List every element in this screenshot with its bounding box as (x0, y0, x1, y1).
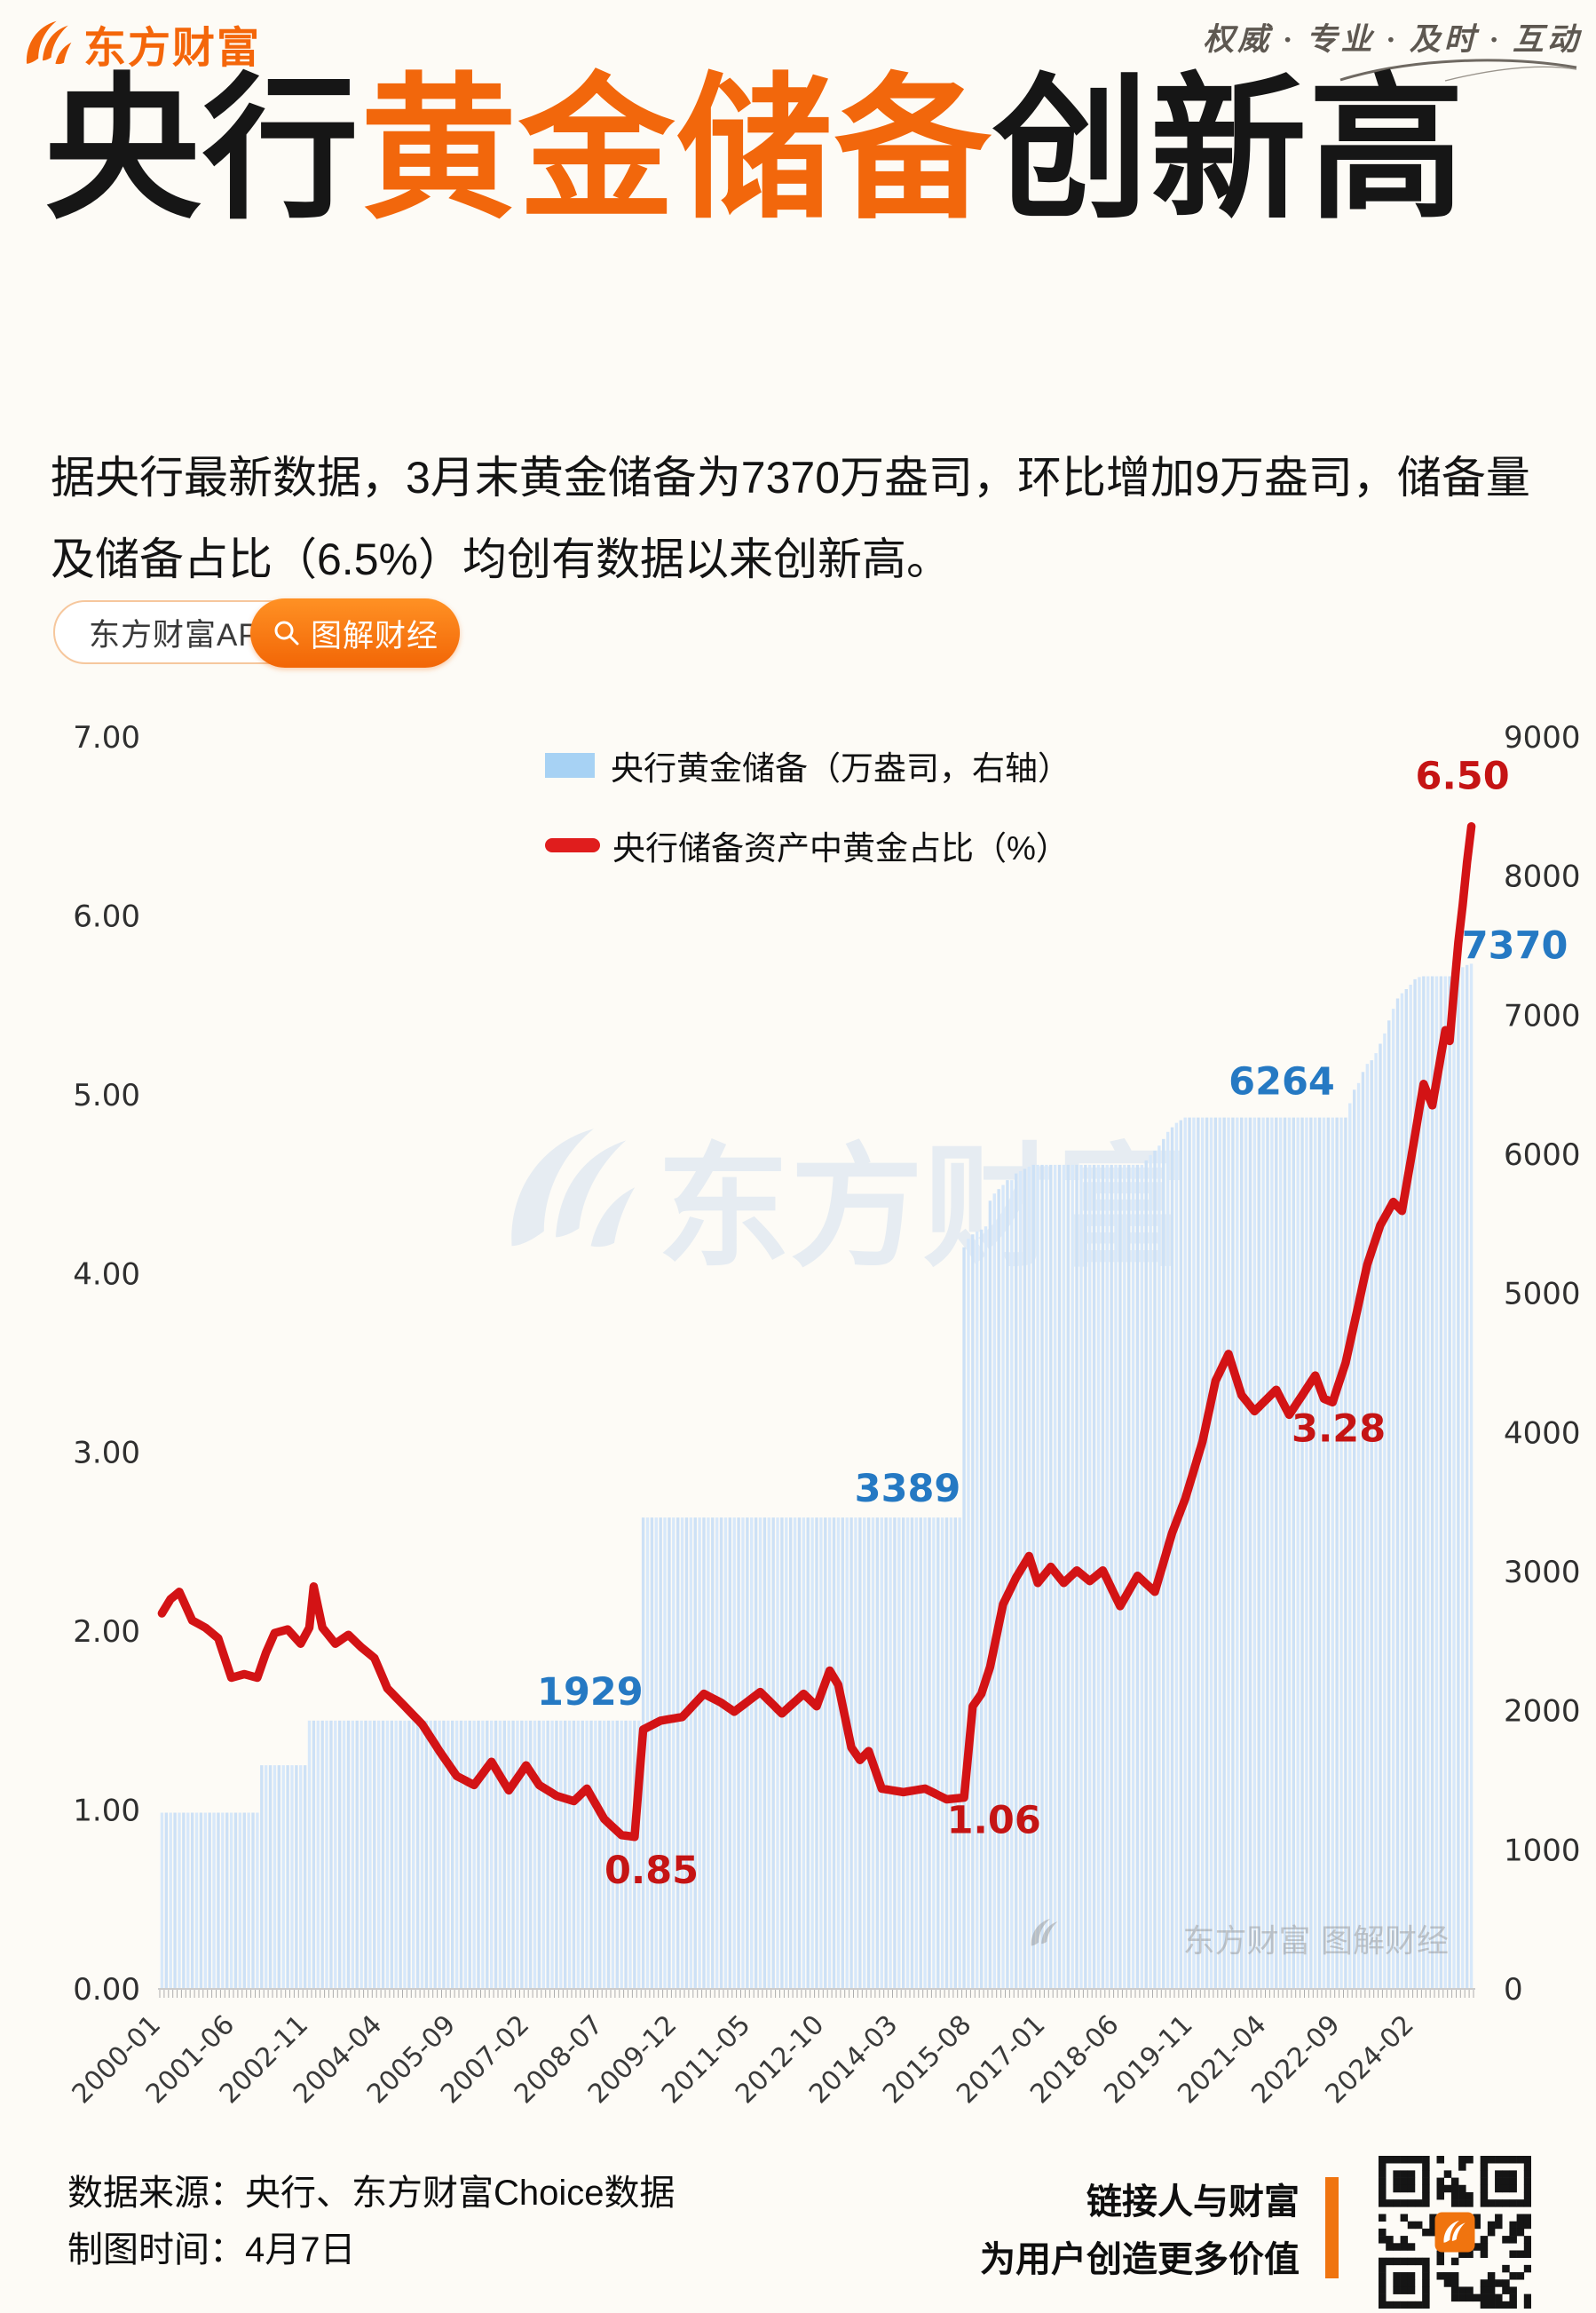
chart-date-line: 制图时间：4月7日 (67, 2230, 356, 2269)
header-slogan-block: 权威 · 专业 · 及时 · 互动 (1165, 14, 1582, 82)
svg-text:东方财富 图解财经: 东方财富 图解财经 (1183, 1923, 1449, 1960)
eastmoney-app-button[interactable]: 东方财富APP 图解财经 (53, 598, 460, 668)
brand-name: 东方财富 (83, 25, 262, 72)
app-button-row: 东方财富APP 图解财经 (53, 598, 460, 669)
legend-bar-label: 央行黄金储备（万盎司，右轴） (611, 750, 1071, 787)
svg-text:5000: 5000 (1504, 1277, 1581, 1312)
legend-line-label: 央行储备资产中黄金占比（%） (612, 830, 1069, 867)
svg-text:3.00: 3.00 (73, 1436, 140, 1471)
legend-item-bars: 央行黄金储备（万盎司，右轴） (545, 744, 1071, 787)
svg-text:1000: 1000 (1504, 1833, 1581, 1868)
intro-paragraph: 据央行最新数据，3月末黄金储备为7370万盎司，环比增加9万盎司，储备量及储备占… (51, 453, 1530, 584)
qr-code (1379, 2156, 1531, 2309)
annotations: 1929 0.85 3389 1.06 6264 3.28 7370 6.50 (537, 755, 1568, 1893)
tag-button-label: 图解财经 (310, 618, 439, 654)
svg-text:3000: 3000 (1504, 1555, 1581, 1590)
footer-orange-divider (1325, 2177, 1339, 2278)
annotation-0.85: 0.85 (604, 1849, 699, 1893)
gold-reserve-bars (160, 963, 1474, 1989)
slogan-swoosh-line (1339, 59, 1577, 82)
header-slogan: 权威 · 专业 · 及时 · 互动 (1203, 22, 1582, 57)
center-watermark: 东方财富 (511, 1129, 1189, 1286)
search-icon (274, 621, 299, 646)
svg-text:9000: 9000 (1504, 720, 1581, 756)
right-axis-labels: 0 1000 2000 3000 4000 5000 6000 7000 8000 9000 (1504, 720, 1581, 2008)
annotation-1929: 1929 (537, 1670, 644, 1715)
svg-text:7.00: 7.00 (73, 720, 140, 756)
annotation-7370: 7370 (1462, 923, 1568, 968)
annotation-6264: 6264 (1229, 1060, 1335, 1105)
svg-text:0: 0 (1504, 1972, 1523, 2008)
svg-text:4.00: 4.00 (73, 1256, 140, 1292)
footer-slogan-line1: 链接人与财富 (1086, 2182, 1300, 2222)
annotation-3.28: 3.28 (1292, 1406, 1386, 1451)
legend-bar-swatch (545, 753, 595, 778)
svg-text:4000: 4000 (1504, 1415, 1581, 1451)
svg-text:1.00: 1.00 (73, 1794, 140, 1829)
page-title: 央行黄金储备创新高 (44, 68, 1562, 232)
legend-item-line: 央行储备资产中黄金占比（%） (545, 824, 1071, 867)
title-part-2-highlight: 黄金储备 (360, 63, 993, 237)
plot-watermark: 东方财富 图解财经 (1031, 1919, 1449, 1960)
title-part-1: 央行 (44, 63, 361, 237)
svg-text:5.00: 5.00 (73, 1078, 140, 1113)
svg-text:8000: 8000 (1504, 859, 1581, 895)
data-source-line: 数据来源：央行、东方财富Choice数据 (67, 2174, 676, 2213)
title-part-3: 创新高 (992, 63, 1467, 237)
eastmoney-swoosh-icon (26, 20, 72, 65)
footer-slogan-line2: 为用户创造更多价值 (980, 2239, 1300, 2279)
footer-slogan-block: 链接人与财富 为用户创造更多价值 (980, 2174, 1300, 2289)
brand-logo: 东方财富 (21, 12, 261, 75)
x-axis-labels: 2000-012001-062002-112004-042005-092007-… (67, 2009, 1420, 2110)
annotation-6.50: 6.50 (1416, 755, 1510, 799)
svg-text:0.00: 0.00 (73, 1972, 140, 2008)
svg-text:2.00: 2.00 (73, 1614, 140, 1650)
svg-text:东方财富: 东方财富 (657, 1131, 1189, 1286)
footer-source-block: 数据来源：央行、东方财富Choice数据 制图时间：4月7日 (67, 2165, 676, 2278)
svg-text:7000: 7000 (1504, 998, 1581, 1034)
svg-text:6000: 6000 (1504, 1137, 1581, 1173)
left-axis-labels: 0.00 1.00 2.00 3.00 4.00 5.00 6.00 7.00 (73, 720, 140, 2008)
gold-share-line (157, 821, 1476, 1842)
svg-text:2000: 2000 (1504, 1694, 1581, 1730)
annotation-3389: 3389 (855, 1467, 961, 1511)
app-button-label: 东方财富APP (89, 617, 282, 653)
chart-legend: 央行黄金储备（万盎司，右轴） 央行储备资产中黄金占比（%） (545, 744, 1071, 904)
x-axis (158, 1988, 1475, 1998)
svg-text:6.00: 6.00 (73, 899, 140, 934)
annotation-1.06: 1.06 (947, 1799, 1041, 1843)
legend-line-swatch (545, 838, 600, 852)
chart-finance-tag-button[interactable]: 图解财经 (250, 598, 460, 668)
